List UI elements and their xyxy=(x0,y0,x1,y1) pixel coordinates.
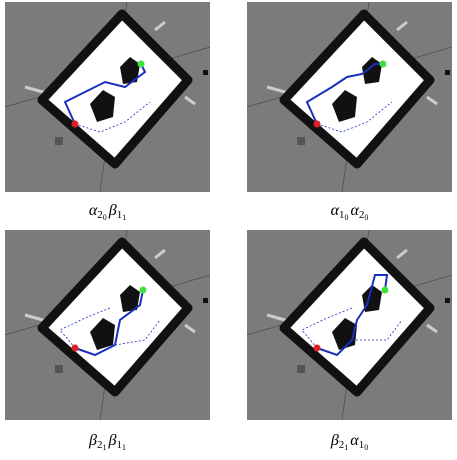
index: 21 xyxy=(339,439,349,451)
index: 11 xyxy=(116,439,126,451)
map-panel xyxy=(5,2,210,192)
symbol: β xyxy=(89,432,97,449)
figure: α20β11α10α20β21β11β21α10 xyxy=(0,0,457,460)
caption-term: α20 xyxy=(89,202,107,219)
symbol: β xyxy=(109,202,117,219)
index: 20 xyxy=(97,209,107,221)
subindex: 0 xyxy=(345,213,349,222)
subindex: 1 xyxy=(122,443,126,452)
symbol: α xyxy=(89,202,97,219)
index: 21 xyxy=(97,439,107,451)
caption-term: α20 xyxy=(351,202,369,219)
subindex: 0 xyxy=(103,213,107,222)
map-panel xyxy=(247,230,452,420)
subindex: 0 xyxy=(364,213,368,222)
caption-term: α10 xyxy=(350,432,368,449)
caption-term: β11 xyxy=(109,432,126,449)
map-panel xyxy=(247,2,452,192)
index: 11 xyxy=(117,209,127,221)
index: 10 xyxy=(359,439,369,451)
map-panel xyxy=(5,230,210,420)
subindex: 0 xyxy=(364,443,368,452)
subindex: 1 xyxy=(103,443,107,452)
subindex: 1 xyxy=(122,213,126,222)
symbol: α xyxy=(331,202,339,219)
caption-term: β21 xyxy=(89,432,106,449)
caption-term: β21 xyxy=(331,432,348,449)
caption-term: α10 xyxy=(331,202,349,219)
caption-term: β11 xyxy=(109,202,126,219)
index: 10 xyxy=(339,209,349,221)
subindex: 1 xyxy=(344,443,348,452)
symbol: α xyxy=(351,202,359,219)
symbol: β xyxy=(331,432,339,449)
symbol: α xyxy=(350,432,358,449)
index: 20 xyxy=(359,209,369,221)
